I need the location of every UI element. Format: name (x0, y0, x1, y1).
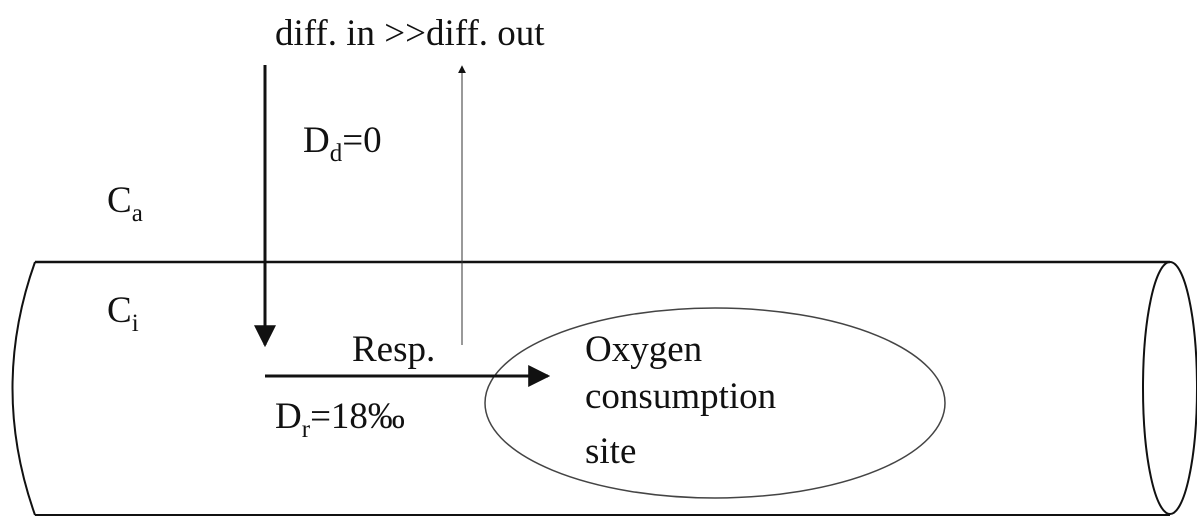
tube-right-end (1142, 261, 1197, 515)
text-part: =0 (342, 120, 381, 161)
label-resp: Resp. (352, 329, 435, 370)
subscript: i (132, 310, 139, 337)
label-dr: Dr=18‰ (275, 396, 405, 443)
title: diff. in >>diff. out (275, 13, 545, 54)
text-part: =18‰ (310, 396, 405, 437)
text-part: D (275, 396, 302, 437)
site-line: Oxygen (585, 329, 702, 370)
text-part: D (303, 120, 330, 161)
tube-left-end (11, 261, 36, 516)
label-ca: Ca (107, 180, 143, 227)
label-ci: Ci (107, 290, 139, 337)
consumption-site (484, 307, 946, 499)
text-part: C (107, 290, 132, 331)
subscript: r (302, 416, 311, 443)
subscript: a (132, 200, 143, 227)
text-part: C (107, 180, 132, 221)
site-line: consumption (585, 376, 776, 417)
label-dd: Dd=0 (303, 120, 382, 167)
text-part: Resp. (352, 329, 435, 370)
site-line: site (585, 431, 636, 472)
subscript: d (330, 140, 343, 167)
